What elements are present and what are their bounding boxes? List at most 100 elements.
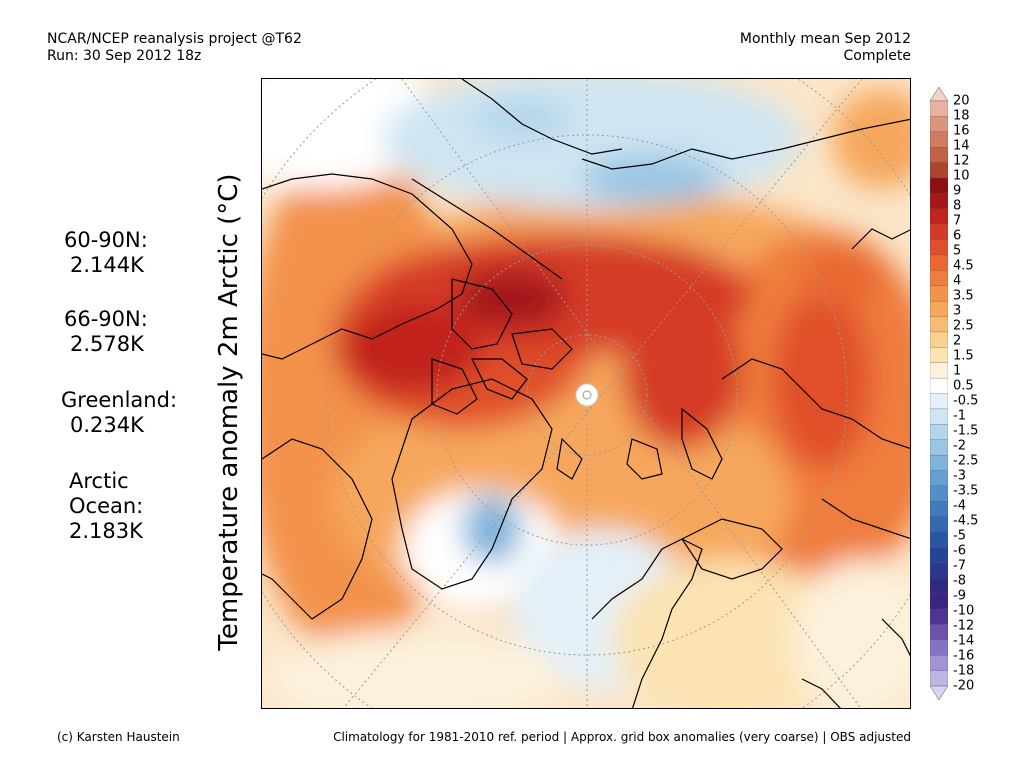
stat-label: 66-90N: — [64, 307, 148, 331]
colorbar-swatch — [930, 562, 948, 579]
colorbar-tick-label: -6 — [953, 543, 966, 559]
colorbar-tick-label: -4.5 — [953, 513, 979, 529]
stat-60-90n: 60-90N: 2.144K — [64, 228, 148, 278]
stat-arctic-ocean: Arctic Ocean: 2.183K — [69, 469, 143, 544]
colorbar-tick-label: -2 — [953, 438, 966, 454]
stat-greenland: Greenland: 0.234K — [61, 388, 177, 438]
stat-value: 2.144K — [70, 253, 144, 277]
colorbar-swatch — [930, 624, 948, 641]
colorbar-tick-label: 3 — [953, 303, 962, 319]
colorbar-swatch — [930, 116, 948, 133]
colorbar-tick-label: 1.5 — [953, 348, 974, 364]
colorbar-tick-label: -1.5 — [953, 423, 979, 439]
colorbar-swatch — [930, 331, 948, 348]
reference-note: Climatology for 1981-2010 ref. period | … — [333, 730, 911, 744]
colorbar-swatch — [930, 239, 948, 256]
colorbar-tick-label: 14 — [953, 138, 970, 154]
colorbar-tick-label: -5 — [953, 528, 966, 544]
model-title: NCAR/NCEP reanalysis project @T62 — [47, 31, 302, 47]
colorbar-swatch — [930, 193, 948, 210]
colorbar-tick-label: -12 — [953, 618, 975, 634]
colorbar-swatch — [930, 316, 948, 333]
colorbar-tick-label: 1 — [953, 363, 962, 379]
colorbar-swatch — [930, 347, 948, 364]
colorbar-tick-label: -16 — [953, 648, 975, 664]
colorbar-swatch — [930, 300, 948, 317]
coastlines — [262, 79, 910, 708]
colorbar-tick-label: -9 — [953, 588, 966, 604]
colorbar-tick-label: -2.5 — [953, 453, 979, 469]
colorbar-tick-label: -3 — [953, 468, 966, 484]
period-title: Monthly mean Sep 2012 — [739, 31, 911, 47]
run-time: Run: 30 Sep 2012 18z — [47, 48, 202, 64]
colorbar-tick-label: -1 — [953, 408, 966, 424]
colorbar-tick-label: 10 — [953, 168, 970, 184]
north-pole-dot — [582, 390, 592, 400]
colorbar-tick-label: -8 — [953, 573, 966, 589]
colorbar-swatch — [930, 270, 948, 287]
colorbar-swatch — [930, 670, 948, 687]
colorbar-swatch — [930, 439, 948, 456]
colorbar-tick-label: 8 — [953, 198, 962, 214]
colorbar-swatch — [930, 131, 948, 148]
colorbar-tick-label: 4.5 — [953, 258, 974, 274]
colorbar-swatch — [930, 685, 948, 700]
colorbar-swatch — [930, 224, 948, 241]
stat-label: 60-90N: — [64, 228, 148, 252]
colorbar-swatch — [930, 254, 948, 271]
stat-value: 2.183K — [69, 519, 143, 543]
colorbar-swatch — [930, 547, 948, 564]
colorbar-tick-label: -4 — [953, 498, 966, 514]
colorbar-swatch — [930, 162, 948, 179]
colorbar-tick-label: 0.5 — [953, 378, 974, 394]
colorbar-labels: 20 18 16 14 12 10 9 8 7 6 5 4.5 4 3.5 3 2.5 2 1.5 1 0.5 -0.5… — [953, 87, 1013, 700]
stat-value: 2.578K — [70, 332, 144, 356]
colorbar-tick-label: -7 — [953, 558, 966, 574]
colorbar-tick-label: 18 — [953, 108, 970, 124]
colorbar-tick-label: -14 — [953, 633, 975, 649]
colorbar-swatch — [930, 147, 948, 164]
colorbar-swatch — [930, 362, 948, 379]
colorbar-swatch — [930, 100, 948, 117]
colorbar-tick-label: -18 — [953, 663, 975, 679]
colorbar-tick-label: 2.5 — [953, 318, 974, 334]
stat-66-90n: 66-90N: 2.578K — [64, 307, 148, 357]
colorbar-tick-label: -0.5 — [953, 393, 979, 409]
stat-label: Ocean: — [69, 494, 144, 518]
colorbar-swatch — [930, 655, 948, 672]
stat-value: 0.234K — [70, 413, 144, 437]
colorbar-swatch — [930, 285, 948, 302]
colorbar-swatches — [930, 87, 948, 700]
arctic-anomaly-map — [261, 78, 911, 709]
colorbar-tick-label: -20 — [953, 678, 975, 694]
map-canvas — [262, 79, 910, 708]
colorbar-swatch — [930, 454, 948, 471]
colorbar-tick-label: -3.5 — [953, 483, 979, 499]
colorbar-tick-label: 5 — [953, 243, 962, 259]
colorbar-swatch — [930, 485, 948, 502]
colorbar-swatch — [930, 87, 948, 102]
header-right: Monthly mean Sep 2012 Complete — [740, 31, 911, 65]
map-axis-label: Temperature anomaly 2m Arctic (°C) — [214, 173, 244, 651]
colorbar-swatch — [930, 516, 948, 533]
completeness-status: Complete — [843, 48, 911, 64]
colorbar-swatch — [930, 501, 948, 518]
colorbar-swatch — [930, 608, 948, 625]
colorbar-tick-label: 2 — [953, 333, 962, 349]
header-left: NCAR/NCEP reanalysis project @T62 Run: 3… — [47, 31, 302, 65]
colorbar-tick-label: 16 — [953, 123, 970, 139]
colorbar-tick-label: 3.5 — [953, 288, 974, 304]
colorbar-swatch — [930, 424, 948, 441]
colorbar-swatch — [930, 639, 948, 656]
north-pole-marker — [575, 383, 599, 407]
colorbar-tick-label: 20 — [953, 93, 970, 109]
colorbar-swatch — [930, 470, 948, 487]
colorbar-swatch — [930, 208, 948, 225]
colorbar-swatch — [930, 531, 948, 548]
colorbar-swatch — [930, 578, 948, 595]
colorbar-tick-label: 7 — [953, 213, 962, 229]
colorbar-tick-label: -10 — [953, 603, 975, 619]
stat-label: Greenland: — [61, 388, 178, 412]
colorbar-tick-label: 12 — [953, 153, 970, 169]
colorbar-swatch — [930, 393, 948, 410]
